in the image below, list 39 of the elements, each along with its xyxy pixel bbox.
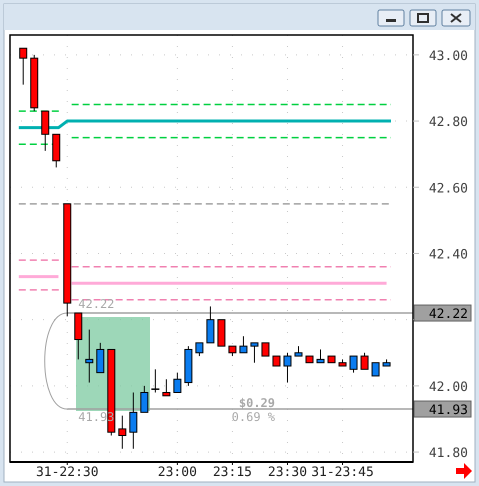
candlestick	[19, 48, 28, 86]
annotation: 42.22	[78, 297, 114, 312]
candlestick	[162, 378, 170, 396]
y-tick-label: 41.80	[428, 446, 468, 462]
candlestick	[228, 346, 236, 357]
x-tick-label: 31-23:45	[311, 465, 374, 480]
candlestick	[372, 362, 380, 376]
candlestick	[96, 342, 104, 374]
y-tick-label: 42.80	[428, 115, 468, 130]
candlestick	[195, 342, 204, 357]
annotation: 0.69 %	[232, 410, 276, 424]
x-tick-label: 23:15	[212, 465, 252, 480]
candlestick	[360, 352, 369, 370]
candlestick	[206, 306, 214, 344]
ref-line-label: 42.22	[428, 307, 468, 322]
y-tick-label: 43.00	[428, 48, 468, 64]
y-tick-label: 42.40	[428, 247, 468, 262]
candlestick	[41, 110, 50, 152]
x-tick-label: 31-22:30	[36, 465, 99, 480]
candlestick	[140, 385, 148, 413]
y-tick-label: 42.60	[428, 181, 468, 196]
candlestick	[239, 336, 248, 354]
candlestick	[294, 346, 302, 357]
candlestick	[316, 348, 325, 364]
x-tick-label: 23:00	[158, 465, 197, 480]
candlestick	[85, 329, 94, 384]
annotation: $0.29	[238, 396, 275, 410]
candlestick	[129, 392, 138, 450]
x-tick-label: 23:30	[268, 465, 308, 480]
candlestick	[350, 356, 358, 374]
y-tick-label: 42.00	[428, 380, 468, 395]
candlestick	[272, 356, 280, 367]
candlestick	[118, 415, 126, 450]
candlestick	[250, 342, 258, 364]
candlestick	[261, 342, 270, 357]
candlestick	[150, 368, 160, 393]
candlestick	[283, 352, 292, 384]
ref-line-label: 41.93	[428, 403, 468, 418]
candlestick	[173, 372, 182, 393]
